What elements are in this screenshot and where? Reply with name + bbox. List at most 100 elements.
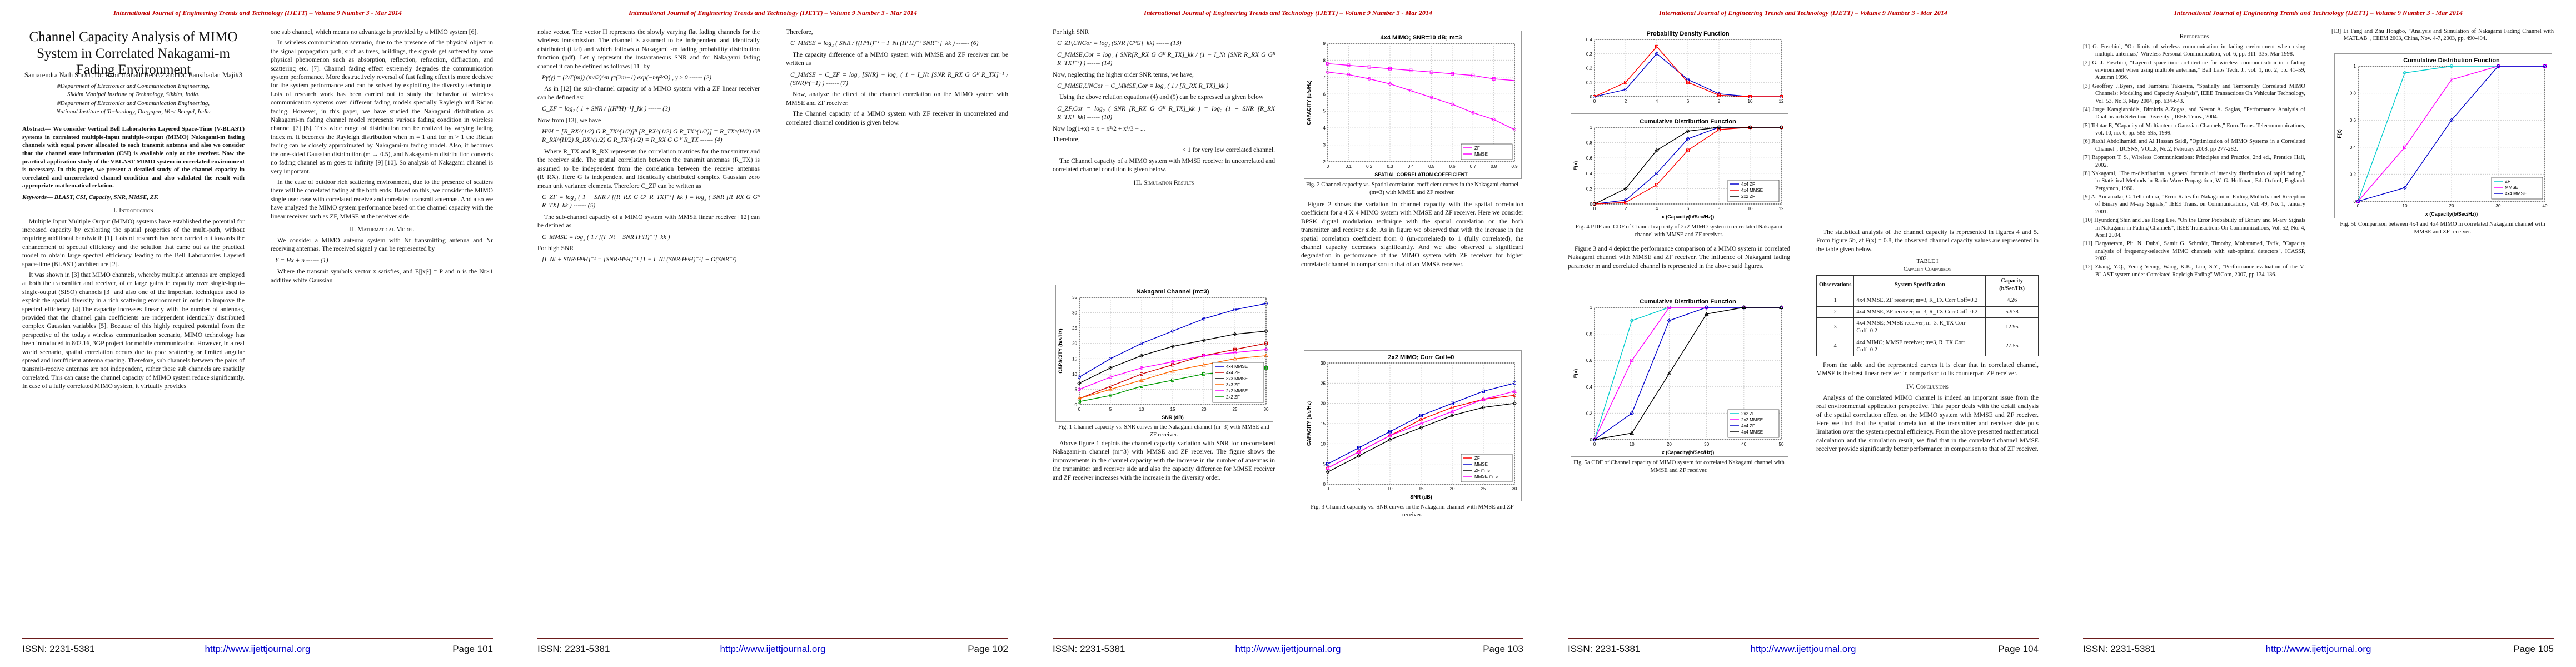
series-line [1079, 355, 1267, 399]
page-101: International Journal of Engineering Tre… [0, 0, 515, 667]
data-point [1667, 371, 1672, 375]
section-heading: IV. Conclusions [1906, 382, 1949, 390]
journal-link[interactable]: http://www.ijettjournal.org [2265, 644, 2371, 654]
equation: C_MMSE = log₂ ( 1 / [(I_Nt + SNR·HᴴH)⁻¹]… [542, 233, 670, 241]
page-103: International Journal of Engineering Tre… [1030, 0, 1546, 667]
data-point [1109, 357, 1112, 361]
data-point [1409, 89, 1413, 93]
x-tick-label: 10 [1748, 99, 1753, 104]
paragraph: For high SNR [1053, 28, 1089, 36]
data-point [2450, 78, 2453, 82]
data-point [1655, 183, 1658, 187]
data-point [1233, 356, 1237, 361]
series-line [1594, 46, 1781, 97]
y-tick-label: 7 [1323, 75, 1326, 80]
reference-item: [9] A. Annamalai, C. Tellambura, "Error … [2083, 194, 2305, 215]
y-tick-label: 9 [1323, 41, 1326, 46]
paragraph: In wireless communication scenario, due … [271, 39, 493, 175]
reference-item: [1] G. Foschini, "On limits of wireless … [2083, 43, 2305, 58]
data-point [1686, 129, 1690, 133]
data-point [1419, 421, 1423, 425]
legend-entry: MMSE m=5 [1474, 474, 1498, 479]
y-tick-label: 0.8 [2350, 91, 2356, 96]
equation: [I_Nt + SNR·HᴴH]⁻¹ = [SNR·HᴴH]⁻¹ [1 − I_… [542, 256, 737, 263]
x-tick-label: 2 [1625, 206, 1627, 211]
data-point [1388, 433, 1392, 437]
y-tick-label: 0.4 [1586, 385, 1593, 390]
y-tick-label: 0.1 [1586, 80, 1593, 85]
data-point [1704, 311, 1709, 316]
x-tick-label: 6 [1687, 206, 1690, 211]
data-point [1078, 387, 1081, 391]
equation: C_MMSE,UNCor − C_MMSE,Cor = log₂ ( 1 / [… [1057, 82, 1229, 90]
data-point [1624, 201, 1627, 205]
y-tick-label: 6 [1323, 92, 1326, 97]
plot-area [1327, 43, 1515, 162]
data-point [1419, 414, 1423, 417]
data-point [1264, 353, 1268, 357]
legend-entry: 3x3 ZF [1226, 382, 1240, 387]
equation: C_MMSE − C_ZF = log₂ [SNR] − log₂ ( 1 − … [790, 71, 1008, 87]
x-axis-label: SNR (dB) [1410, 494, 1432, 500]
paragraph: Therefore, [1053, 136, 1080, 143]
data-point [1078, 400, 1081, 404]
reference-item: [8] Nakagami, "The m-distribution, a gen… [2083, 170, 2305, 192]
data-point [2450, 64, 2453, 68]
y-axis-label: F(x) [2336, 129, 2342, 138]
data-point [1264, 341, 1268, 345]
journal-link[interactable]: http://www.ijettjournal.org [1750, 644, 1856, 654]
y-tick-label: 0 [1075, 402, 1078, 407]
data-point [1513, 128, 1516, 132]
section-heading: References [2179, 32, 2209, 40]
y-axis-label: CAPACITY (b/s/Hz) [1058, 328, 1063, 373]
data-point [1419, 417, 1423, 421]
data-point [1513, 78, 1516, 82]
reference-list: [1] G. Foschini, "On limits of wireless … [2083, 43, 2305, 278]
y-tick-label: 0 [1590, 94, 1593, 99]
table-cell: 3 [1816, 317, 1855, 337]
data-point [1624, 81, 1627, 84]
x-tick-label: 50 [1779, 442, 1784, 447]
data-point [2356, 199, 2360, 203]
x-tick-label: 0 [2357, 203, 2360, 208]
page-105: International Journal of Engineering Tre… [2061, 0, 2576, 667]
x-tick-label: 20 [1202, 407, 1207, 412]
legend-entry: 2x2 ZF [1741, 411, 1755, 416]
column-left: For high SNR C_ZF,UNCor = log₂ (SNR [GᴴG… [1053, 28, 1275, 631]
data-point [1202, 354, 1205, 357]
x-tick-label: 10 [1630, 442, 1635, 447]
journal-link[interactable]: http://www.ijettjournal.org [205, 644, 311, 654]
equation: C_MMSE = log₂ ( SNR / [(HᴴH)⁻¹ − I_Nt (H… [790, 39, 979, 47]
reference-item: [2] G. J. Foschini, "Layered space-time … [2083, 59, 2305, 81]
paragraph: Above figure 1 depicts the channel capac… [1053, 440, 1275, 481]
figure-3-chart: 2x2 MIMO; Corr Coff=0 0 5 10 15 20 25 30 0 5 10 15 2… [1304, 350, 1522, 501]
x-tick-label: 25 [1233, 407, 1238, 412]
data-point [1202, 372, 1205, 376]
data-point [1429, 96, 1433, 99]
data-point [1492, 117, 1496, 121]
y-tick-label: 1 [1590, 305, 1593, 310]
journal-link[interactable]: http://www.ijettjournal.org [1235, 644, 1341, 654]
y-tick-label: 0.4 [1586, 171, 1593, 176]
data-point [1202, 317, 1205, 321]
table-subtitle: Capacity Comparison [1903, 266, 1952, 273]
x-tick-label: 40 [2543, 203, 2548, 208]
chart-fig4a: Probability Density Function 0 2 4 6 8 10 12 0 0.… [1586, 31, 1784, 104]
equation: C_ZF,UNCor = log₂ (SNR [GᴴG]_kk) ------ … [1057, 39, 1182, 47]
data-point [1108, 387, 1113, 391]
data-point [1780, 95, 1783, 98]
y-tick-label: 0.6 [2350, 118, 2356, 123]
x-tick-label: 10 [1388, 486, 1393, 491]
y-tick-label: 5 [1323, 109, 1326, 114]
journal-header: International Journal of Engineering Tre… [1144, 9, 1432, 17]
figure-1-chart: Nakagami Channel (m=3) 0 5 10 15 20 25 30 0 5 10 15… [1055, 285, 1273, 422]
y-tick-label: 0 [1323, 482, 1326, 487]
equation: Pγ(γ) = (2/Γ(m)) (m/Ω)^m γ^(2m−1) exp(−m… [542, 74, 711, 82]
series-line [1327, 391, 1515, 469]
chart-fig2: 4x4 MIMO; SNR=10 dB; m=3 0 0.1 0.2 0.3 0.4 0.5… [1306, 34, 1518, 177]
equation: HᴴH = [R_RX^(1/2) G R_TX^(1/2)]ᴴ [R_RX^(… [542, 128, 760, 144]
x-tick-label: 0.9 [1511, 164, 1518, 169]
legend [1727, 409, 1780, 438]
journal-link[interactable]: http://www.ijettjournal.org [720, 644, 826, 654]
table-header-cell: Observations [1816, 275, 1855, 295]
